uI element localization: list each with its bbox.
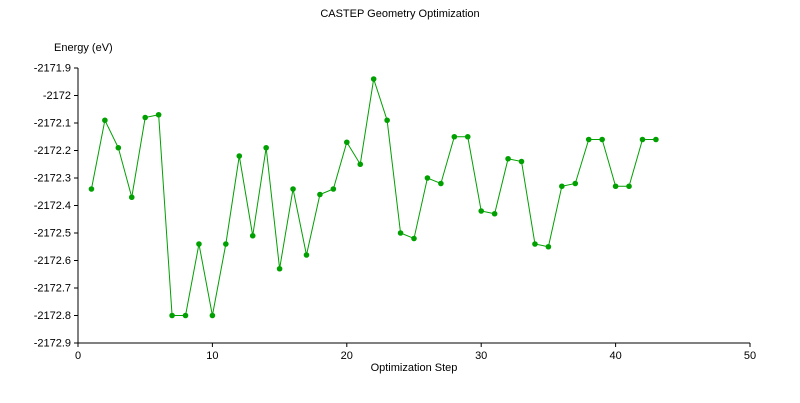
data-point xyxy=(384,117,390,124)
y-tick-label: -2172.5 xyxy=(34,228,71,240)
y-axis-title: Energy (eV) xyxy=(54,42,113,54)
y-tick-label: -2172.8 xyxy=(34,310,71,322)
data-point xyxy=(169,312,175,319)
data-point xyxy=(330,186,337,192)
y-tick-label: -2171.9 xyxy=(34,63,71,75)
data-point xyxy=(626,183,632,190)
data-point xyxy=(397,230,404,236)
x-tick-label: 40 xyxy=(609,350,621,362)
y-tick-label: -2172.2 xyxy=(34,145,71,157)
data-point xyxy=(612,183,619,190)
y-tick-label: -2172.3 xyxy=(34,173,71,185)
data-point xyxy=(491,210,498,217)
x-axis-title: Optimization Step xyxy=(370,362,458,374)
data-point xyxy=(344,139,350,146)
data-point xyxy=(142,114,148,121)
y-tick-label: -2172.4 xyxy=(34,200,71,212)
y-tick-label: -2172 xyxy=(43,90,71,102)
data-point xyxy=(276,265,283,272)
x-tick-label: 0 xyxy=(75,350,81,362)
data-point xyxy=(545,243,552,250)
x-tick-label: 20 xyxy=(341,350,353,362)
data-point xyxy=(263,144,269,151)
data-point xyxy=(317,191,323,198)
x-tick-label: 30 xyxy=(475,350,487,362)
data-point xyxy=(505,155,511,162)
series-line xyxy=(90,78,656,316)
data-point xyxy=(236,153,243,159)
data-point xyxy=(639,136,646,143)
y-tick-label: -2172.7 xyxy=(34,283,71,295)
data-point xyxy=(518,158,525,165)
data-point xyxy=(451,133,458,140)
data-point xyxy=(599,136,605,143)
x-tick-label: 10 xyxy=(206,350,218,362)
data-point xyxy=(559,183,565,190)
data-point xyxy=(155,111,162,118)
data-point xyxy=(424,175,431,181)
data-point xyxy=(88,186,95,192)
data-point xyxy=(532,241,538,247)
data-point xyxy=(249,232,256,239)
data-point xyxy=(196,241,202,247)
data-point xyxy=(209,312,216,319)
data-point xyxy=(478,208,485,214)
chart-title: CASTEP Geometry Optimization xyxy=(320,8,480,20)
data-point xyxy=(102,117,108,124)
data-point xyxy=(572,180,579,187)
y-tick-label: -2172.1 xyxy=(34,118,71,130)
data-point xyxy=(585,136,592,143)
data-point xyxy=(290,186,296,192)
y-tick-label: -2172.6 xyxy=(34,255,71,267)
data-point xyxy=(115,144,122,151)
data-point xyxy=(303,252,310,258)
data-point xyxy=(370,76,377,82)
data-point xyxy=(223,241,229,247)
data-point xyxy=(653,136,659,143)
data-point xyxy=(128,194,135,201)
data-point xyxy=(182,312,189,319)
data-point xyxy=(438,180,444,187)
data-point xyxy=(357,161,364,168)
data-point xyxy=(464,133,471,140)
x-tick-label: 50 xyxy=(744,350,756,362)
data-point xyxy=(411,235,417,242)
y-tick-label: -2172.9 xyxy=(34,338,71,350)
